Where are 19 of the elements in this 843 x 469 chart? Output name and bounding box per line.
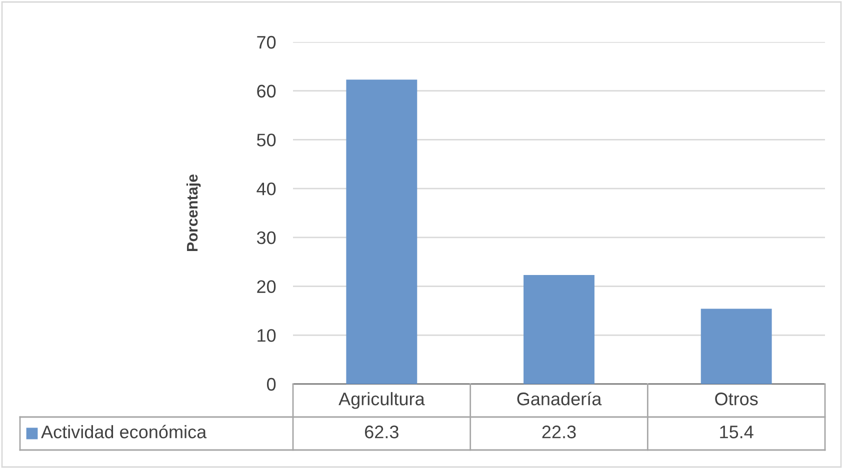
y-tick-label: 10 — [258, 329, 276, 342]
x-tick-label: Agricultura — [338, 392, 425, 409]
data-label: 22.3 — [542, 426, 576, 438]
y-tick-label: 0 — [267, 378, 276, 391]
x-tick-label: Ganadería — [517, 392, 602, 406]
data-label: 15.4 — [720, 426, 754, 438]
legend-label: Actividad económica — [41, 424, 207, 438]
y-tick-label: 60 — [257, 84, 276, 98]
y-axis-title: Porcentaje — [186, 174, 201, 252]
bar — [524, 275, 594, 384]
y-tick-label: 70 — [257, 36, 276, 49]
y-tick-label: 40 — [256, 182, 276, 196]
data-label: 62.3 — [365, 426, 398, 438]
y-tick-label: 50 — [256, 134, 276, 146]
x-tick-label: Otros — [715, 392, 758, 406]
bar — [346, 80, 418, 384]
y-tick-label: 20 — [257, 280, 276, 294]
y-tick-label: 30 — [256, 231, 276, 244]
bar — [700, 308, 772, 384]
